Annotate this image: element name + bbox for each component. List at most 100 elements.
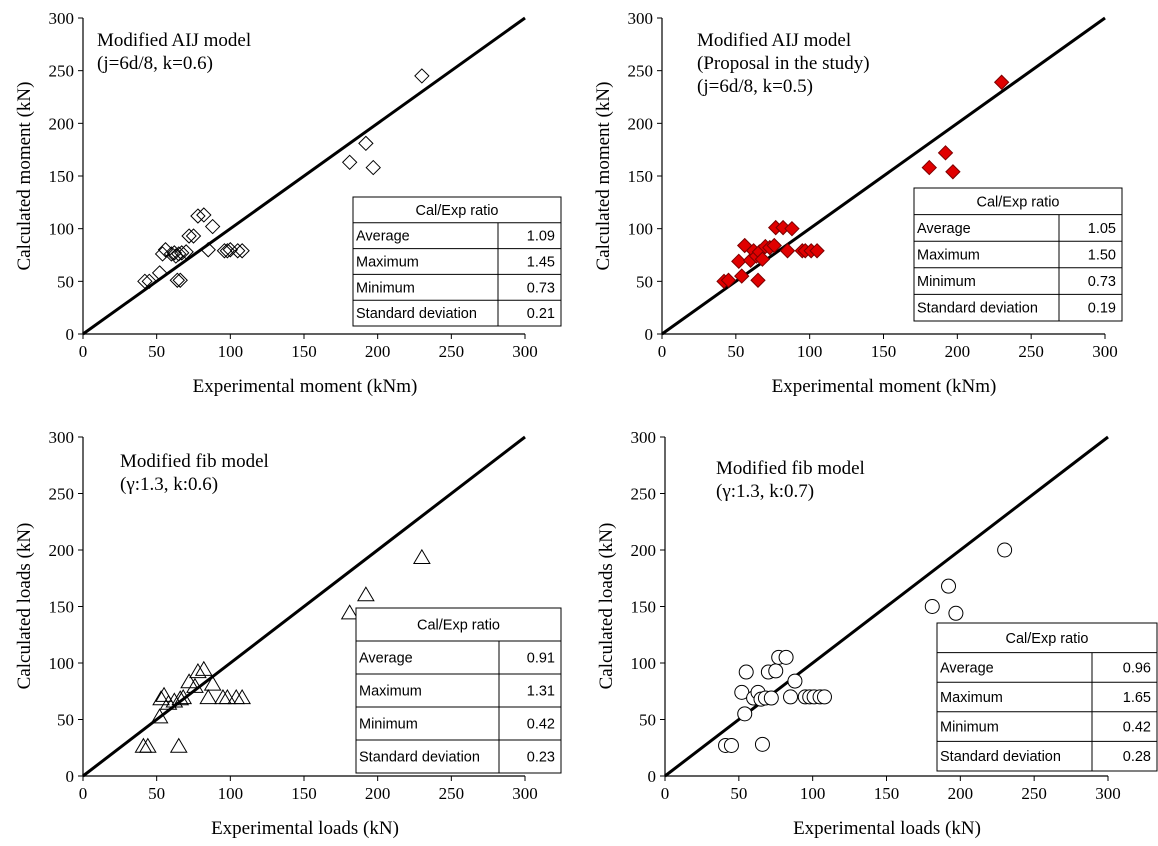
x-tick-label: 250: [1018, 342, 1044, 361]
data-point: [152, 690, 170, 706]
x-tick-label: 200: [365, 784, 391, 803]
data-point: [921, 159, 937, 176]
table-header: Cal/Exp ratio: [415, 203, 498, 219]
data-point: [737, 706, 753, 722]
table-row-value: 0.73: [527, 280, 555, 296]
data-point: [229, 243, 246, 259]
x-tick-label: 200: [948, 784, 974, 803]
data-point: [341, 154, 358, 171]
x-tick-label: 100: [797, 342, 823, 361]
y-axis-label: Calculated moment (kN): [593, 82, 614, 271]
table-row-value: 0.91: [527, 651, 555, 667]
data-point: [784, 220, 800, 237]
data-point: [218, 689, 237, 705]
y-tick-label: 300: [49, 428, 75, 447]
data-point: [222, 242, 239, 258]
x-tick-label: 250: [1021, 784, 1047, 803]
y-tick-label: 200: [628, 114, 654, 133]
data-point: [227, 689, 246, 705]
data-point: [778, 649, 794, 665]
data-point: [948, 605, 964, 621]
data-point: [941, 578, 957, 594]
data-point: [816, 689, 832, 705]
data-point: [937, 145, 954, 161]
data-point: [216, 243, 233, 259]
y-tick-label: 300: [628, 9, 654, 28]
data-point: [414, 68, 430, 84]
table-border: [355, 607, 562, 774]
y-tick-label: 150: [628, 167, 654, 186]
x-tick-label: 50: [730, 784, 747, 803]
cal-exp-ratio-table: Cal/Exp ratio Average 1.05 Maximum 1.50 Minim…: [913, 187, 1123, 322]
data-point: [159, 694, 178, 710]
y-axis-label: Calculated loads (kN): [596, 523, 617, 690]
y-axis-label: Calculated moment (kN): [14, 82, 35, 271]
data-point: [171, 690, 190, 706]
data-point: [738, 664, 754, 680]
data-point: [190, 208, 206, 224]
y-tick-label: 50: [639, 711, 656, 730]
x-tick-label: 250: [439, 342, 465, 361]
y-tick-label: 100: [631, 654, 657, 673]
y-tick-label: 0: [66, 325, 75, 344]
data-point: [181, 228, 197, 244]
table-border: [936, 622, 1158, 772]
x-axis-label: Experimental moment (kNm): [772, 376, 997, 397]
y-tick-label: 50: [636, 272, 653, 291]
data-point: [157, 242, 174, 258]
scatter-chart-1: 0 50 100 150 200 250 300 0 50 100 150 200 250 300 Expe…: [14, 9, 562, 397]
x-tick-label: 150: [874, 784, 900, 803]
data-point: [169, 272, 186, 288]
data-point: [340, 604, 359, 620]
x-tick-label: 150: [871, 342, 897, 361]
data-point: [723, 737, 739, 753]
data-point: [809, 243, 825, 259]
table-row-value: 1.05: [1088, 221, 1116, 237]
table-row-label: Minimum: [917, 274, 976, 290]
y-tick-label: 0: [645, 325, 654, 344]
x-tick-label: 100: [218, 784, 244, 803]
y-tick-label: 250: [49, 62, 75, 81]
table-row-value: 0.42: [527, 717, 555, 733]
x-tick-label: 200: [945, 342, 971, 361]
y-tick-label: 50: [57, 272, 74, 291]
y-tick-label: 200: [49, 541, 75, 560]
x-tick-label: 150: [291, 342, 317, 361]
data-point: [365, 159, 381, 176]
y-tick-label: 100: [49, 654, 75, 673]
table-header: Cal/Exp ratio: [1005, 631, 1088, 647]
table-row-label: Maximum: [940, 690, 1003, 706]
x-tick-label: 300: [512, 342, 538, 361]
data-point: [783, 689, 799, 705]
x-tick-label: 300: [1095, 784, 1121, 803]
table-header: Cal/Exp ratio: [976, 194, 1059, 210]
x-axis-label: Experimental moment (kNm): [193, 376, 418, 397]
table-row-value: 1.09: [527, 229, 555, 245]
data-point: [412, 548, 431, 565]
y-tick-label: 150: [631, 598, 657, 617]
y-tick-label: 250: [631, 485, 657, 504]
data-point: [233, 689, 251, 705]
data-point: [174, 689, 193, 705]
data-point: [993, 74, 1010, 90]
x-tick-label: 50: [727, 342, 744, 361]
data-point: [720, 272, 737, 288]
data-point: [178, 244, 194, 260]
table-row-label: Minimum: [359, 717, 418, 733]
scatter-chart-4: 0 50 100 150 200 250 300 0 50 100 150 200 250 300 Expe…: [596, 428, 1158, 839]
data-point: [204, 218, 221, 235]
x-tick-label: 300: [1092, 342, 1118, 361]
data-point: [150, 708, 169, 724]
table-row-value: 0.21: [527, 306, 555, 322]
chart-annotation: Modified AIJ model: [697, 30, 851, 51]
table-row-label: Standard deviation: [940, 749, 1061, 765]
y-tick-label: 250: [628, 62, 654, 81]
x-tick-label: 100: [800, 784, 826, 803]
data-point: [171, 246, 187, 262]
data-point: [924, 599, 940, 614]
table-row-label: Minimum: [356, 280, 415, 296]
data-point: [186, 677, 204, 693]
y-axis-label: Calculated loads (kN): [14, 523, 35, 690]
table-row-value: 0.23: [527, 750, 555, 766]
